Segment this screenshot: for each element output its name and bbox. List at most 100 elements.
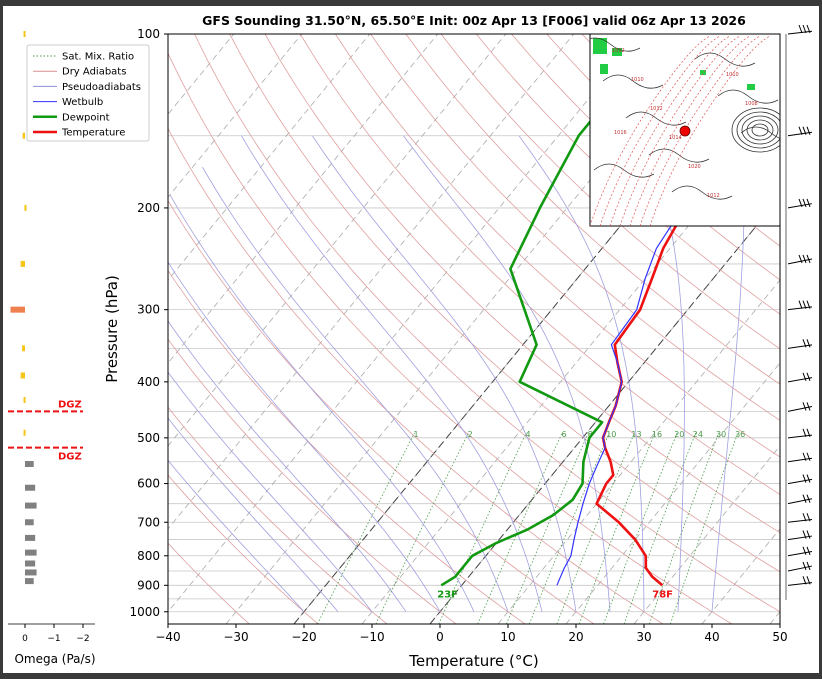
- mixing-ratio-label: 10: [606, 430, 616, 439]
- barb-flag: [806, 126, 811, 135]
- barb-flag: [802, 494, 807, 503]
- dry-adiabat: [168, 338, 457, 624]
- isotherm-minus20: [293, 34, 779, 624]
- omega-tick-label: 0: [22, 634, 28, 644]
- mixing-ratio-line: [438, 432, 527, 624]
- barb-flag: [802, 452, 807, 461]
- wind-barb: [787, 513, 813, 523]
- pseudoadiabat: [518, 135, 645, 612]
- pressure-ring: [751, 123, 769, 137]
- barb-flag: [802, 576, 807, 585]
- wind-barb: [787, 452, 813, 463]
- barb-flag: [802, 474, 807, 483]
- dry-adiabat: [264, 34, 780, 534]
- dry-adiabat: [405, 34, 780, 385]
- barb-flag: [802, 126, 807, 135]
- isotherm-line: [168, 34, 575, 530]
- isobar-label: 1008: [745, 101, 758, 107]
- barb-flag: [802, 428, 807, 438]
- pseudoadiabat: [168, 261, 441, 612]
- legend-box: [26, 44, 150, 142]
- y-tick-label: 700: [137, 515, 160, 529]
- mixing-ratio-line: [649, 432, 720, 624]
- pseudoadiabat: [168, 417, 339, 613]
- isobar-label: 1012: [612, 48, 625, 54]
- barb-shaft: [787, 258, 813, 265]
- terrain-contour: [671, 185, 733, 200]
- barb-shaft: [787, 203, 813, 209]
- mixing-ratio-label: 2: [468, 430, 473, 439]
- x-tick-label: −30: [223, 630, 248, 644]
- omega-bar: [25, 461, 34, 468]
- x-tick-label: −20: [291, 630, 316, 644]
- precip-area: [747, 84, 755, 90]
- legend-label: Dry Adiabats: [62, 67, 126, 78]
- precip-area: [700, 70, 706, 75]
- dry-adiabat: [440, 34, 780, 350]
- omega-label: Omega (Pa/s): [14, 652, 95, 666]
- mixing-ratio-line: [623, 432, 697, 624]
- mixing-ratio-label: 30: [716, 430, 726, 439]
- wind-barb: [787, 576, 813, 586]
- omega-bar: [23, 396, 26, 403]
- dgz-label-bottom: DGZ: [58, 452, 82, 463]
- dry-adiabat: [168, 127, 664, 624]
- x-tick-label: 30: [636, 630, 651, 644]
- barb-flag: [806, 24, 811, 34]
- freezing-isotherm: [429, 196, 780, 624]
- legend-label: Sat. Mix. Ratio: [62, 52, 134, 63]
- mixing-ratio-label: 16: [652, 430, 662, 439]
- dry-adiabat: [299, 34, 780, 495]
- barb-flag: [806, 300, 811, 309]
- barb-flag: [806, 198, 811, 208]
- wind-barb: [787, 254, 813, 265]
- wind-barb: [787, 339, 813, 349]
- legend-label: Pseudoadiabats: [62, 82, 141, 93]
- barb-flag: [806, 546, 811, 555]
- mixing-ratio-label: 1: [414, 430, 419, 439]
- dry-adiabat: [168, 474, 319, 624]
- dry-adiabat: [194, 34, 780, 613]
- barb-flag: [806, 474, 811, 483]
- barb-shaft: [787, 131, 813, 137]
- omega-bar: [25, 519, 34, 526]
- inset-map-content: 1012 1010 1012 1014 1020 1012 1010 1008 1016: [590, 35, 780, 226]
- x-axis-label: Temperature (°C): [408, 652, 538, 670]
- isotherm-line: [497, 279, 780, 624]
- pseudoadiabat: [168, 320, 407, 613]
- isobar-label: 1012: [650, 106, 663, 112]
- barb-flag: [806, 372, 811, 382]
- barb-flag: [806, 452, 811, 461]
- isobar-label: 1020: [688, 164, 701, 170]
- isobar-label: 1012: [707, 193, 720, 199]
- pressure-ring: [731, 107, 780, 153]
- dry-adiabat: [168, 542, 250, 624]
- barb-flag: [802, 402, 807, 411]
- barb-shaft: [787, 344, 813, 349]
- y-tick-label: 800: [137, 549, 160, 563]
- plot-border: [167, 33, 781, 625]
- mixing-ratio-line: [556, 432, 635, 624]
- surface-temp-label: 78F: [652, 589, 673, 600]
- pressure-ring: [736, 111, 780, 149]
- omega-bar: [22, 132, 25, 139]
- omega-bar: [10, 306, 25, 313]
- precip-area: [593, 38, 607, 54]
- location-marker: [679, 125, 691, 137]
- barb-flag: [802, 372, 807, 382]
- barb-flag: [802, 339, 807, 348]
- omega-bar: [23, 31, 26, 37]
- y-tick-label: 100: [137, 27, 160, 41]
- dry-adiabat: [168, 269, 526, 624]
- chart-title: GFS Sounding 31.50°N, 65.50°E Init: 00z …: [202, 13, 746, 28]
- terrain-contour: [602, 74, 664, 89]
- barb-flag: [798, 254, 803, 264]
- omega-tick-label: −1: [47, 634, 60, 644]
- mixing-ratio-label: 36: [735, 430, 745, 439]
- omega-bar: [22, 345, 25, 352]
- omega-bar: [25, 578, 34, 585]
- barb-shaft: [787, 535, 813, 541]
- precip-area: [612, 48, 622, 56]
- mixing-ratio-label: 4: [526, 430, 531, 439]
